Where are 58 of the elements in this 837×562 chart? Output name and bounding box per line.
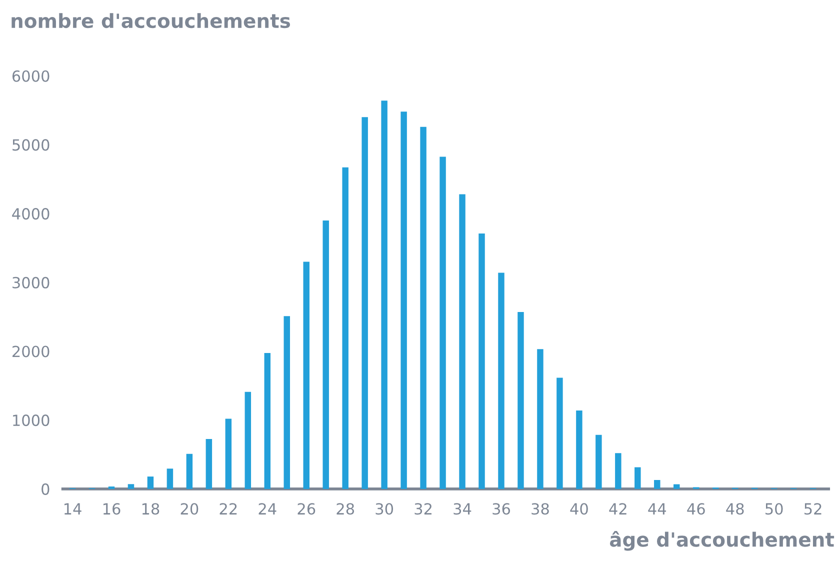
bar [459, 194, 466, 489]
x-tick-label: 20 [180, 503, 198, 515]
bar [128, 484, 134, 489]
bar [147, 476, 154, 489]
bar [186, 454, 193, 489]
x-tick-label: 32 [414, 503, 432, 515]
x-tick-label: 38 [532, 503, 549, 515]
y-tick-label: 0 [42, 483, 50, 495]
bar [634, 467, 641, 489]
bar [322, 220, 329, 489]
x-tick-label: 22 [220, 503, 237, 514]
y-axis-title: nombre d'accouchements [12, 13, 290, 28]
bar [284, 316, 290, 489]
bar [654, 480, 660, 489]
x-tick-label: 48 [726, 503, 744, 515]
y-tick-label: 2000 [12, 346, 50, 358]
bar [556, 378, 563, 489]
x-tick-label: 36 [492, 503, 510, 515]
y-tick-label: 4000 [12, 208, 50, 220]
y-tick-label: 1000 [13, 414, 50, 426]
x-tick-label: 16 [103, 503, 120, 515]
x-tick-label: 52 [804, 503, 822, 515]
bar [362, 117, 368, 489]
bar [615, 453, 622, 489]
x-axis-title: âge d'accouchement [610, 531, 834, 551]
bar [264, 352, 271, 489]
x-tick-label: 44 [648, 503, 666, 514]
bar [478, 234, 485, 489]
bar [518, 312, 524, 489]
bar [244, 392, 252, 489]
bar [498, 272, 504, 489]
bar [342, 167, 348, 489]
x-tick-label: 26 [298, 503, 316, 515]
x-tick-label: 28 [336, 503, 354, 515]
x-tick-label: 42 [609, 503, 626, 514]
x-tick-label: 46 [687, 503, 705, 515]
bar [166, 468, 174, 489]
x-tick-label: 18 [142, 503, 160, 515]
bar [420, 126, 426, 489]
bar [596, 434, 602, 489]
y-tick-label: 5000 [12, 139, 50, 151]
bar [440, 156, 446, 489]
bar [537, 349, 544, 489]
bar [400, 112, 407, 489]
x-tick-label: 34 [454, 503, 472, 515]
x-tick-label: 40 [570, 503, 588, 515]
bar [674, 484, 680, 489]
y-tick-label: 6000 [12, 70, 50, 82]
bar [303, 262, 310, 489]
y-tick-label: 3000 [12, 276, 50, 288]
bar [381, 100, 388, 489]
bar [225, 418, 232, 489]
bar [576, 410, 582, 489]
x-tick-label: 30 [376, 503, 394, 515]
x-tick-label: 50 [766, 503, 783, 515]
x-tick-label: 14 [64, 503, 82, 514]
x-tick-label: 24 [258, 503, 276, 514]
bar [206, 439, 212, 489]
